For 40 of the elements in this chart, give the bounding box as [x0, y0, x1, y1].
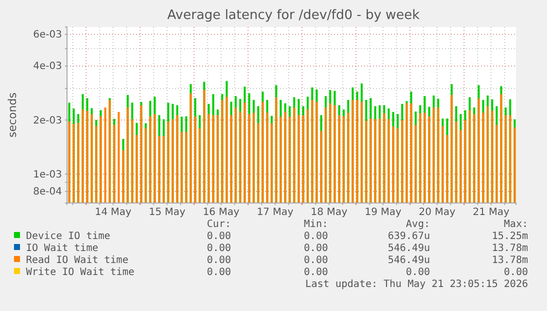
legend-label: Read IO Wait time	[26, 255, 128, 266]
text: 0.00	[206, 267, 231, 278]
x-tick-label: 16 May	[202, 207, 240, 218]
text: Min:	[304, 219, 328, 230]
text: Avg:	[406, 219, 430, 230]
text: Last update: Thu May 21 23:05:15 2026	[305, 279, 528, 290]
y-tick-label: 2e-03	[33, 115, 62, 126]
text: 13.78m	[492, 255, 528, 266]
x-tick-label: 14 May	[94, 207, 132, 218]
x-tick-label: 15 May	[148, 207, 186, 218]
text: 639.67u	[388, 231, 430, 242]
text: 0.00	[406, 267, 430, 278]
text: Max:	[504, 219, 528, 230]
text: 15.25m	[492, 231, 528, 242]
text: 546.49u	[388, 255, 430, 266]
text: 0.00	[206, 255, 231, 266]
text: 0.00	[504, 267, 528, 278]
legend-label: Write IO Wait time	[26, 267, 134, 278]
text: 546.49u	[388, 243, 430, 254]
legend-label: Device IO time	[26, 231, 110, 242]
y-tick-label: 8e-04	[33, 186, 62, 198]
y-tick-label: 1e-03	[33, 169, 62, 180]
text: Cur:	[206, 219, 231, 230]
y-tick-label: 4e-03	[33, 61, 62, 72]
text: 0.00	[304, 243, 328, 254]
text: 0.00	[304, 267, 328, 278]
text: 0.00	[206, 243, 231, 254]
y-tick-label: 6e-03	[33, 30, 62, 41]
x-tick-label: 17 May	[256, 207, 294, 218]
x-tick-label: 18 May	[310, 207, 348, 218]
text: 0.00	[304, 231, 328, 242]
y-axis-title: seconds	[6, 92, 19, 138]
text: 13.78m	[492, 243, 528, 254]
x-tick-label: 21 May	[472, 207, 510, 218]
legend-label: IO Wait time	[26, 243, 98, 254]
x-tick-label: 20 May	[418, 207, 456, 218]
chart-title: Average latency for /dev/fd0 - by week	[167, 8, 420, 23]
text: 0.00	[304, 255, 328, 266]
x-tick-label: 19 May	[364, 207, 402, 218]
text: 0.00	[206, 231, 231, 242]
